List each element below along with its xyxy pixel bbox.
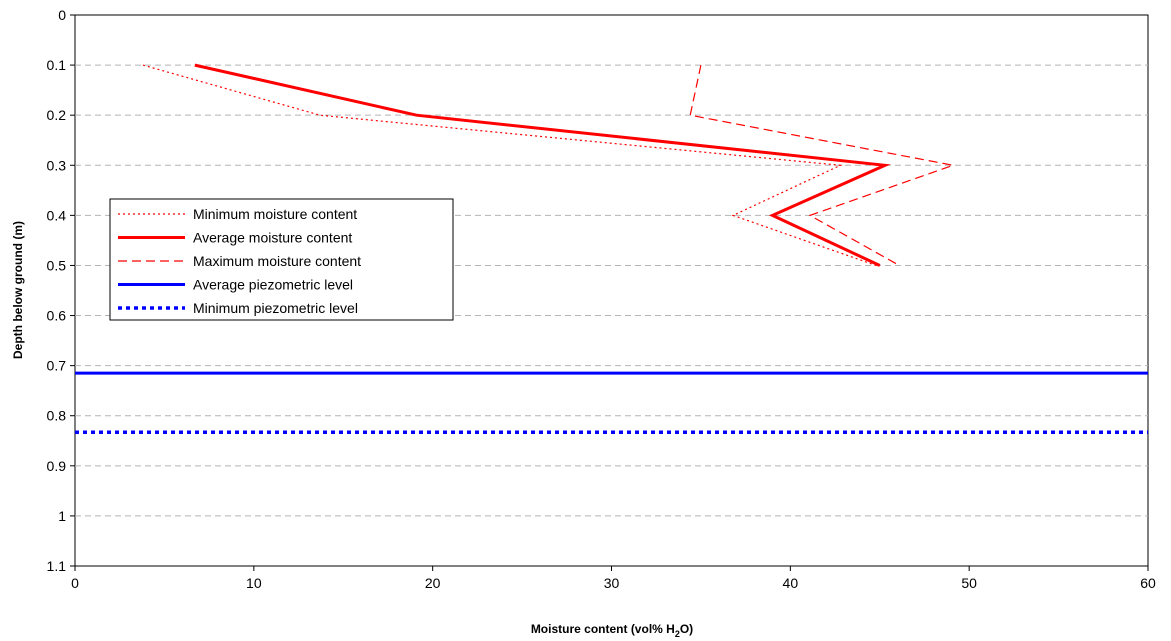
x-tick-label: 20 <box>425 575 441 591</box>
y-tick-label: 0.8 <box>47 408 67 424</box>
data-series <box>75 63 1148 435</box>
legend-box <box>109 198 454 321</box>
legend-label-1: Minimum moisture content <box>193 206 357 222</box>
y-tick-label: 0.2 <box>47 107 67 123</box>
y-tick-label: 0.6 <box>47 308 67 324</box>
legend-label-2: Average moisture content <box>193 230 352 246</box>
legend: Minimum moisture content Average moisture… <box>109 198 454 321</box>
y-tick-label: 0.4 <box>47 207 67 223</box>
x-axis-title: Moisture content (vol% H2O) <box>531 622 693 639</box>
y-axis-title: Depth below ground (m) <box>11 221 25 359</box>
legend-label-4: Average piezometric level <box>193 277 353 293</box>
y-tick-label: 0 <box>58 7 66 23</box>
x-tick-label: 30 <box>604 575 620 591</box>
y-axis: 0 0.1 0.2 0.3 0.4 0.5 0.6 0.7 0.8 0.9 1 1.1 <box>47 7 75 574</box>
legend-label-5: Minimum piezometric level <box>193 300 358 316</box>
y-tick-label: 0.1 <box>47 57 67 73</box>
y-tick-label: 0.9 <box>47 458 67 474</box>
y-tick-label: 1 <box>58 508 66 524</box>
y-tick-label: 0.5 <box>47 257 67 273</box>
series-line-3 <box>689 64 956 267</box>
y-tick-label: 0.7 <box>47 358 67 374</box>
y-tick-label: 0.3 <box>47 157 67 173</box>
x-tick-label: 50 <box>961 575 977 591</box>
x-axis: 0 10 20 30 40 50 60 <box>71 566 1156 591</box>
y-tick-label: 1.1 <box>47 558 67 574</box>
x-tick-label: 40 <box>783 575 799 591</box>
x-tick-label: 60 <box>1140 575 1156 591</box>
series-line-2 <box>194 63 891 267</box>
horizontal-gridlines <box>75 64 1148 517</box>
x-tick-label: 0 <box>71 575 79 591</box>
x-tick-label: 10 <box>246 575 262 591</box>
series-line-1 <box>142 64 877 267</box>
legend-label-3: Maximum moisture content <box>193 253 361 269</box>
